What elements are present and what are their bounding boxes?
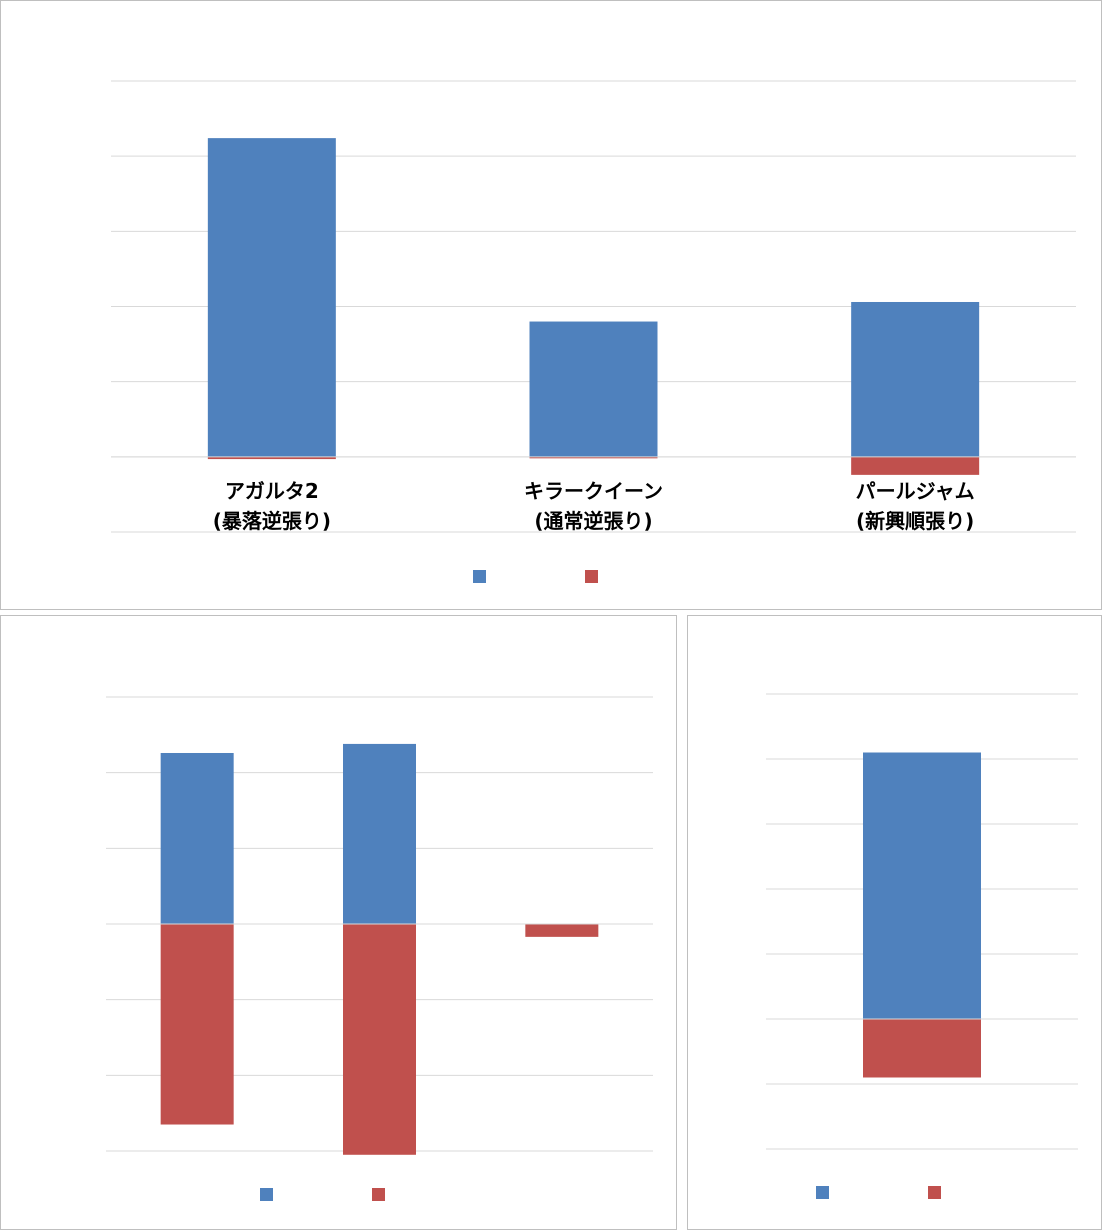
total-chart xyxy=(766,693,1078,1199)
bar-dd xyxy=(343,924,416,1155)
category-label: アガルタ2 (暴落逆張り) xyxy=(213,479,331,533)
total-chart-panel xyxy=(687,615,1102,1230)
bar-dd xyxy=(851,456,980,475)
category-label: キラークイーン(通常逆張り) xyxy=(524,479,663,533)
bar-profit xyxy=(343,743,416,924)
bar-dd xyxy=(529,456,658,459)
legend-swatch-dd xyxy=(585,570,598,583)
newcomer-strategy-chart xyxy=(106,696,653,1201)
legend-swatch-dd xyxy=(928,1186,941,1199)
category-label: パールジャム(新興順張り) xyxy=(856,479,975,533)
bar-profit xyxy=(529,321,658,457)
legend-swatch-dd xyxy=(372,1188,385,1201)
bar-profit xyxy=(851,301,980,457)
bar-dd xyxy=(207,456,336,460)
bar-dd xyxy=(525,924,599,937)
legend-swatch-profit xyxy=(816,1186,829,1199)
veteran-strategy-chart: アガルタ2 (暴落逆張り) キラークイーン(通常逆張り) パールジャム(新興順張り) xyxy=(111,80,1076,583)
bar-dd xyxy=(160,924,234,1125)
bar-profit xyxy=(160,752,234,924)
newcomer-strategy-chart-panel xyxy=(0,615,677,1230)
bar-profit xyxy=(863,752,981,1019)
legend-swatch-profit xyxy=(260,1188,273,1201)
bar-profit xyxy=(207,138,336,457)
bar-dd xyxy=(863,1019,981,1078)
veteran-strategy-chart-panel: アガルタ2 (暴落逆張り) キラークイーン(通常逆張り) パールジャム(新興順張り) xyxy=(0,0,1102,610)
legend-swatch-profit xyxy=(473,570,486,583)
